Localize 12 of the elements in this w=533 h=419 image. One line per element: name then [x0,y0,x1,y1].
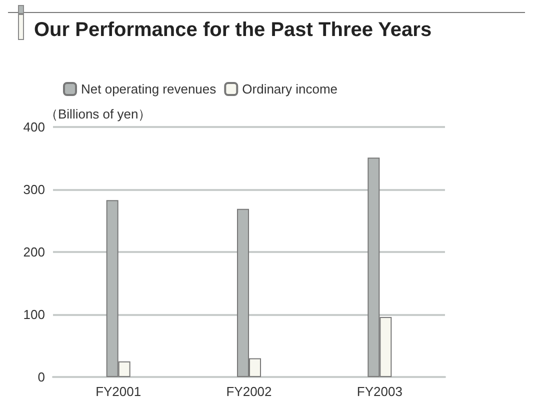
legend-label: Net operating revenues [81,82,217,96]
y-tick-label: 200 [23,244,45,260]
legend-label: Ordinary income [242,82,338,96]
chart-title: Our Performance for the Past Three Years [34,19,432,42]
y-tick-label: 100 [23,307,45,322]
y-tick-label: 400 [23,120,45,134]
y-tick-label: 0 [38,370,45,384]
x-tick-label: FY2002 [226,384,272,399]
x-tick-label: FY2003 [356,384,402,399]
x-tick-label: FY2001 [96,384,142,399]
y-tick-label: 300 [23,182,45,197]
y-axis-title: （Billions of yen） [45,106,152,122]
